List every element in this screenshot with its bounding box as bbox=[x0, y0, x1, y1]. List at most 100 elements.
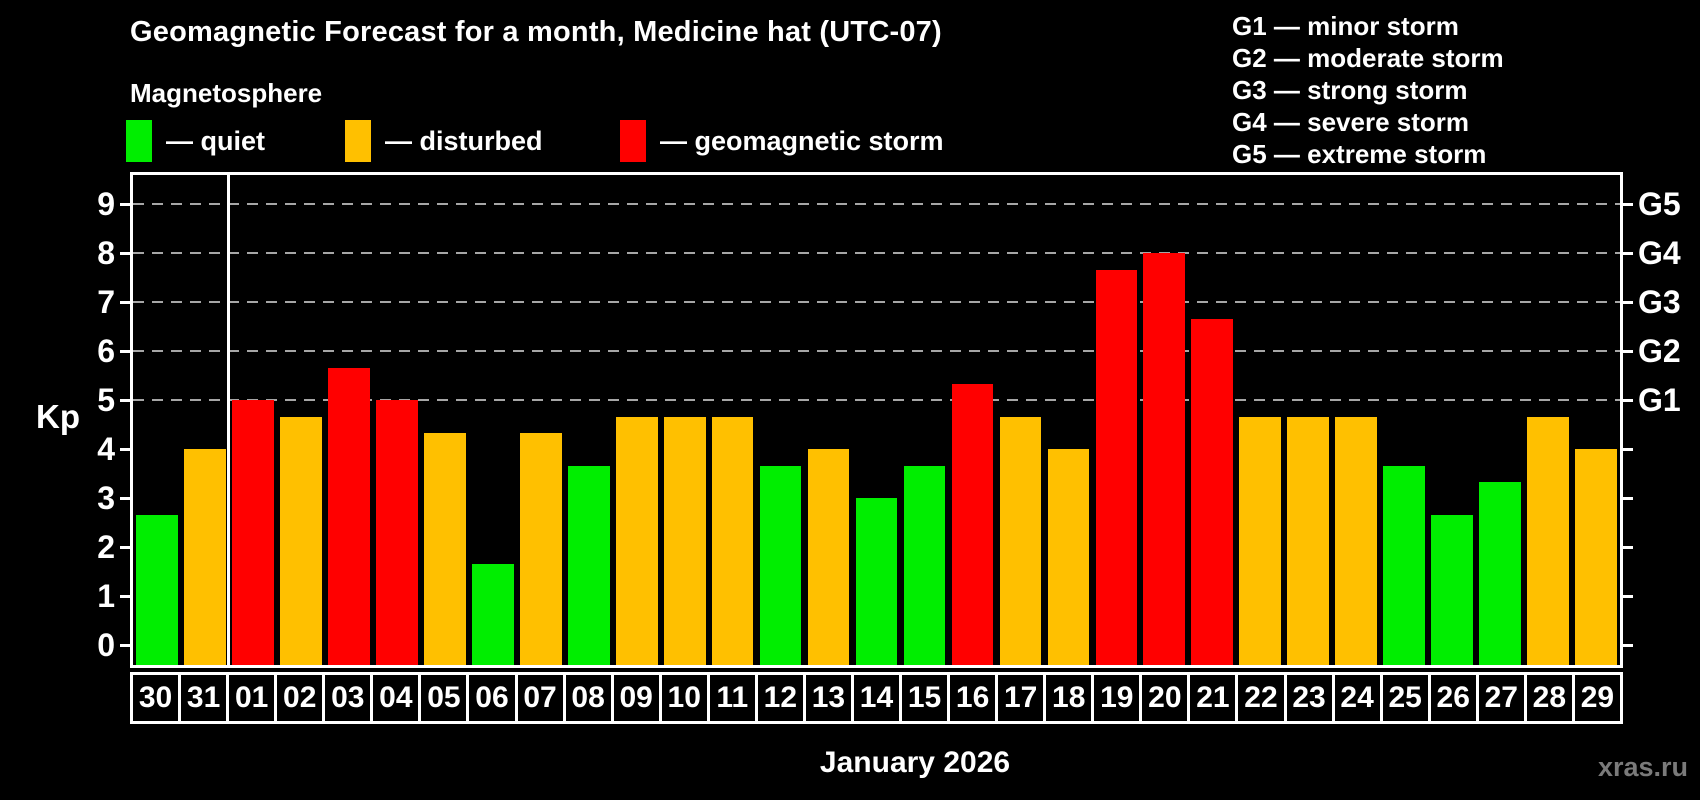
x-axis-title: January 2026 bbox=[819, 746, 1011, 779]
right-axis-tick bbox=[1620, 349, 1633, 353]
g5-legend-line: G5 — extreme storm bbox=[1232, 139, 1487, 169]
magnetosphere-label: Magnetosphere bbox=[130, 78, 323, 108]
kp-bar bbox=[519, 433, 562, 665]
kp-bar bbox=[1287, 416, 1330, 665]
kp-bar bbox=[232, 400, 274, 665]
bar-cell bbox=[901, 175, 949, 665]
left-axis-tick bbox=[120, 398, 133, 402]
bar-cell bbox=[1188, 175, 1236, 665]
disturbed-color-swatch bbox=[345, 120, 371, 162]
bar-cell bbox=[805, 175, 853, 665]
day-label: 26 bbox=[1427, 672, 1479, 724]
bar-cell bbox=[325, 175, 373, 665]
bar-cell bbox=[517, 175, 565, 665]
left-axis-tick bbox=[120, 300, 133, 304]
bar-cell bbox=[133, 175, 181, 665]
bar-cell bbox=[1236, 175, 1284, 665]
kp-bar bbox=[1575, 449, 1617, 665]
bar-cell bbox=[1044, 175, 1092, 665]
storm-color-swatch bbox=[620, 120, 646, 162]
g-axis-label: G1 bbox=[1638, 382, 1681, 419]
left-axis-tick bbox=[120, 447, 133, 451]
day-label: 05 bbox=[418, 672, 470, 724]
kp-bar bbox=[1527, 416, 1569, 665]
day-label: 18 bbox=[1043, 672, 1095, 724]
bar-cell bbox=[229, 175, 277, 665]
g4-legend-line: G4 — severe storm bbox=[1232, 107, 1470, 137]
bar-cell bbox=[948, 175, 996, 665]
day-label: 04 bbox=[370, 672, 422, 724]
y-axis-label: 1 bbox=[97, 578, 115, 615]
kp-bar bbox=[1047, 449, 1090, 665]
bar-cell bbox=[1524, 175, 1572, 665]
kp-bar bbox=[1239, 416, 1282, 665]
day-label: 13 bbox=[802, 672, 854, 724]
chart-title: Geomagnetic Forecast for a month, Medici… bbox=[130, 16, 942, 48]
kp-bar bbox=[136, 514, 178, 665]
left-axis-tick bbox=[120, 496, 133, 500]
day-label: 19 bbox=[1091, 672, 1143, 724]
bar-cell bbox=[853, 175, 901, 665]
legend-item-quiet: — quiet bbox=[126, 120, 265, 162]
y-axis-label: 4 bbox=[97, 431, 115, 468]
kp-bar bbox=[328, 367, 370, 665]
y-axis-title: Kp bbox=[36, 398, 80, 435]
kp-bar bbox=[807, 449, 850, 665]
bar-cell bbox=[661, 175, 709, 665]
bar-cell bbox=[1476, 175, 1524, 665]
gridline bbox=[133, 350, 1620, 353]
quiet-color-swatch bbox=[126, 120, 152, 162]
gridline bbox=[133, 203, 1620, 206]
kp-bar bbox=[567, 465, 610, 665]
g-axis-label: G2 bbox=[1638, 333, 1681, 370]
right-axis-tick bbox=[1620, 643, 1633, 647]
y-axis-label: 2 bbox=[97, 529, 115, 566]
day-label: 16 bbox=[947, 672, 999, 724]
bar-cell bbox=[613, 175, 661, 665]
day-label: 07 bbox=[514, 672, 566, 724]
left-axis-tick bbox=[120, 202, 133, 206]
kp-bar bbox=[1191, 318, 1234, 665]
kp-bar bbox=[184, 449, 226, 665]
day-label: 11 bbox=[706, 672, 758, 724]
g1-legend-line: G1 — minor storm bbox=[1232, 11, 1459, 41]
kp-bar bbox=[1479, 482, 1521, 665]
bar-cell bbox=[565, 175, 613, 665]
bar-cell bbox=[996, 175, 1044, 665]
kp-bar bbox=[759, 465, 802, 665]
g2-legend-line: G2 — moderate storm bbox=[1232, 43, 1504, 73]
right-axis-tick bbox=[1620, 545, 1633, 549]
right-axis-tick bbox=[1620, 496, 1633, 500]
day-label: 14 bbox=[850, 672, 902, 724]
bar-cell bbox=[1140, 175, 1188, 665]
kp-bar bbox=[375, 400, 418, 665]
bars-container bbox=[133, 175, 1620, 665]
kp-bar bbox=[1431, 514, 1473, 665]
day-label: 30 bbox=[130, 672, 182, 724]
day-label: 20 bbox=[1139, 672, 1191, 724]
y-axis-label: 6 bbox=[97, 333, 115, 370]
day-label: 01 bbox=[226, 672, 278, 724]
day-label: 27 bbox=[1475, 672, 1527, 724]
day-label: 03 bbox=[322, 672, 374, 724]
month-separator-line bbox=[227, 175, 231, 665]
bar-cell bbox=[181, 175, 229, 665]
plot-area: G1 G2 G3 G4 G5 0 1 2 3 4 5 6 7 8 9 bbox=[97, 172, 1681, 668]
kp-bar bbox=[855, 498, 898, 665]
g-scale-legend: G1 — minor storm G2 — moderate storm G3 … bbox=[1232, 10, 1504, 170]
day-label: 06 bbox=[466, 672, 518, 724]
kp-bar bbox=[1383, 465, 1426, 665]
bar-cell bbox=[757, 175, 805, 665]
kp-bar bbox=[663, 416, 706, 665]
day-label: 29 bbox=[1571, 672, 1623, 724]
y-axis-label: 5 bbox=[97, 382, 115, 419]
legend-item-storm: — geomagnetic storm bbox=[620, 120, 944, 162]
y-axis-label: 7 bbox=[97, 284, 115, 321]
day-label: 15 bbox=[899, 672, 951, 724]
kp-bar bbox=[1335, 416, 1378, 665]
day-label: 22 bbox=[1235, 672, 1287, 724]
bar-cell bbox=[373, 175, 421, 665]
day-label: 28 bbox=[1523, 672, 1575, 724]
day-label: 25 bbox=[1379, 672, 1431, 724]
y-axis-label: 8 bbox=[97, 235, 115, 272]
